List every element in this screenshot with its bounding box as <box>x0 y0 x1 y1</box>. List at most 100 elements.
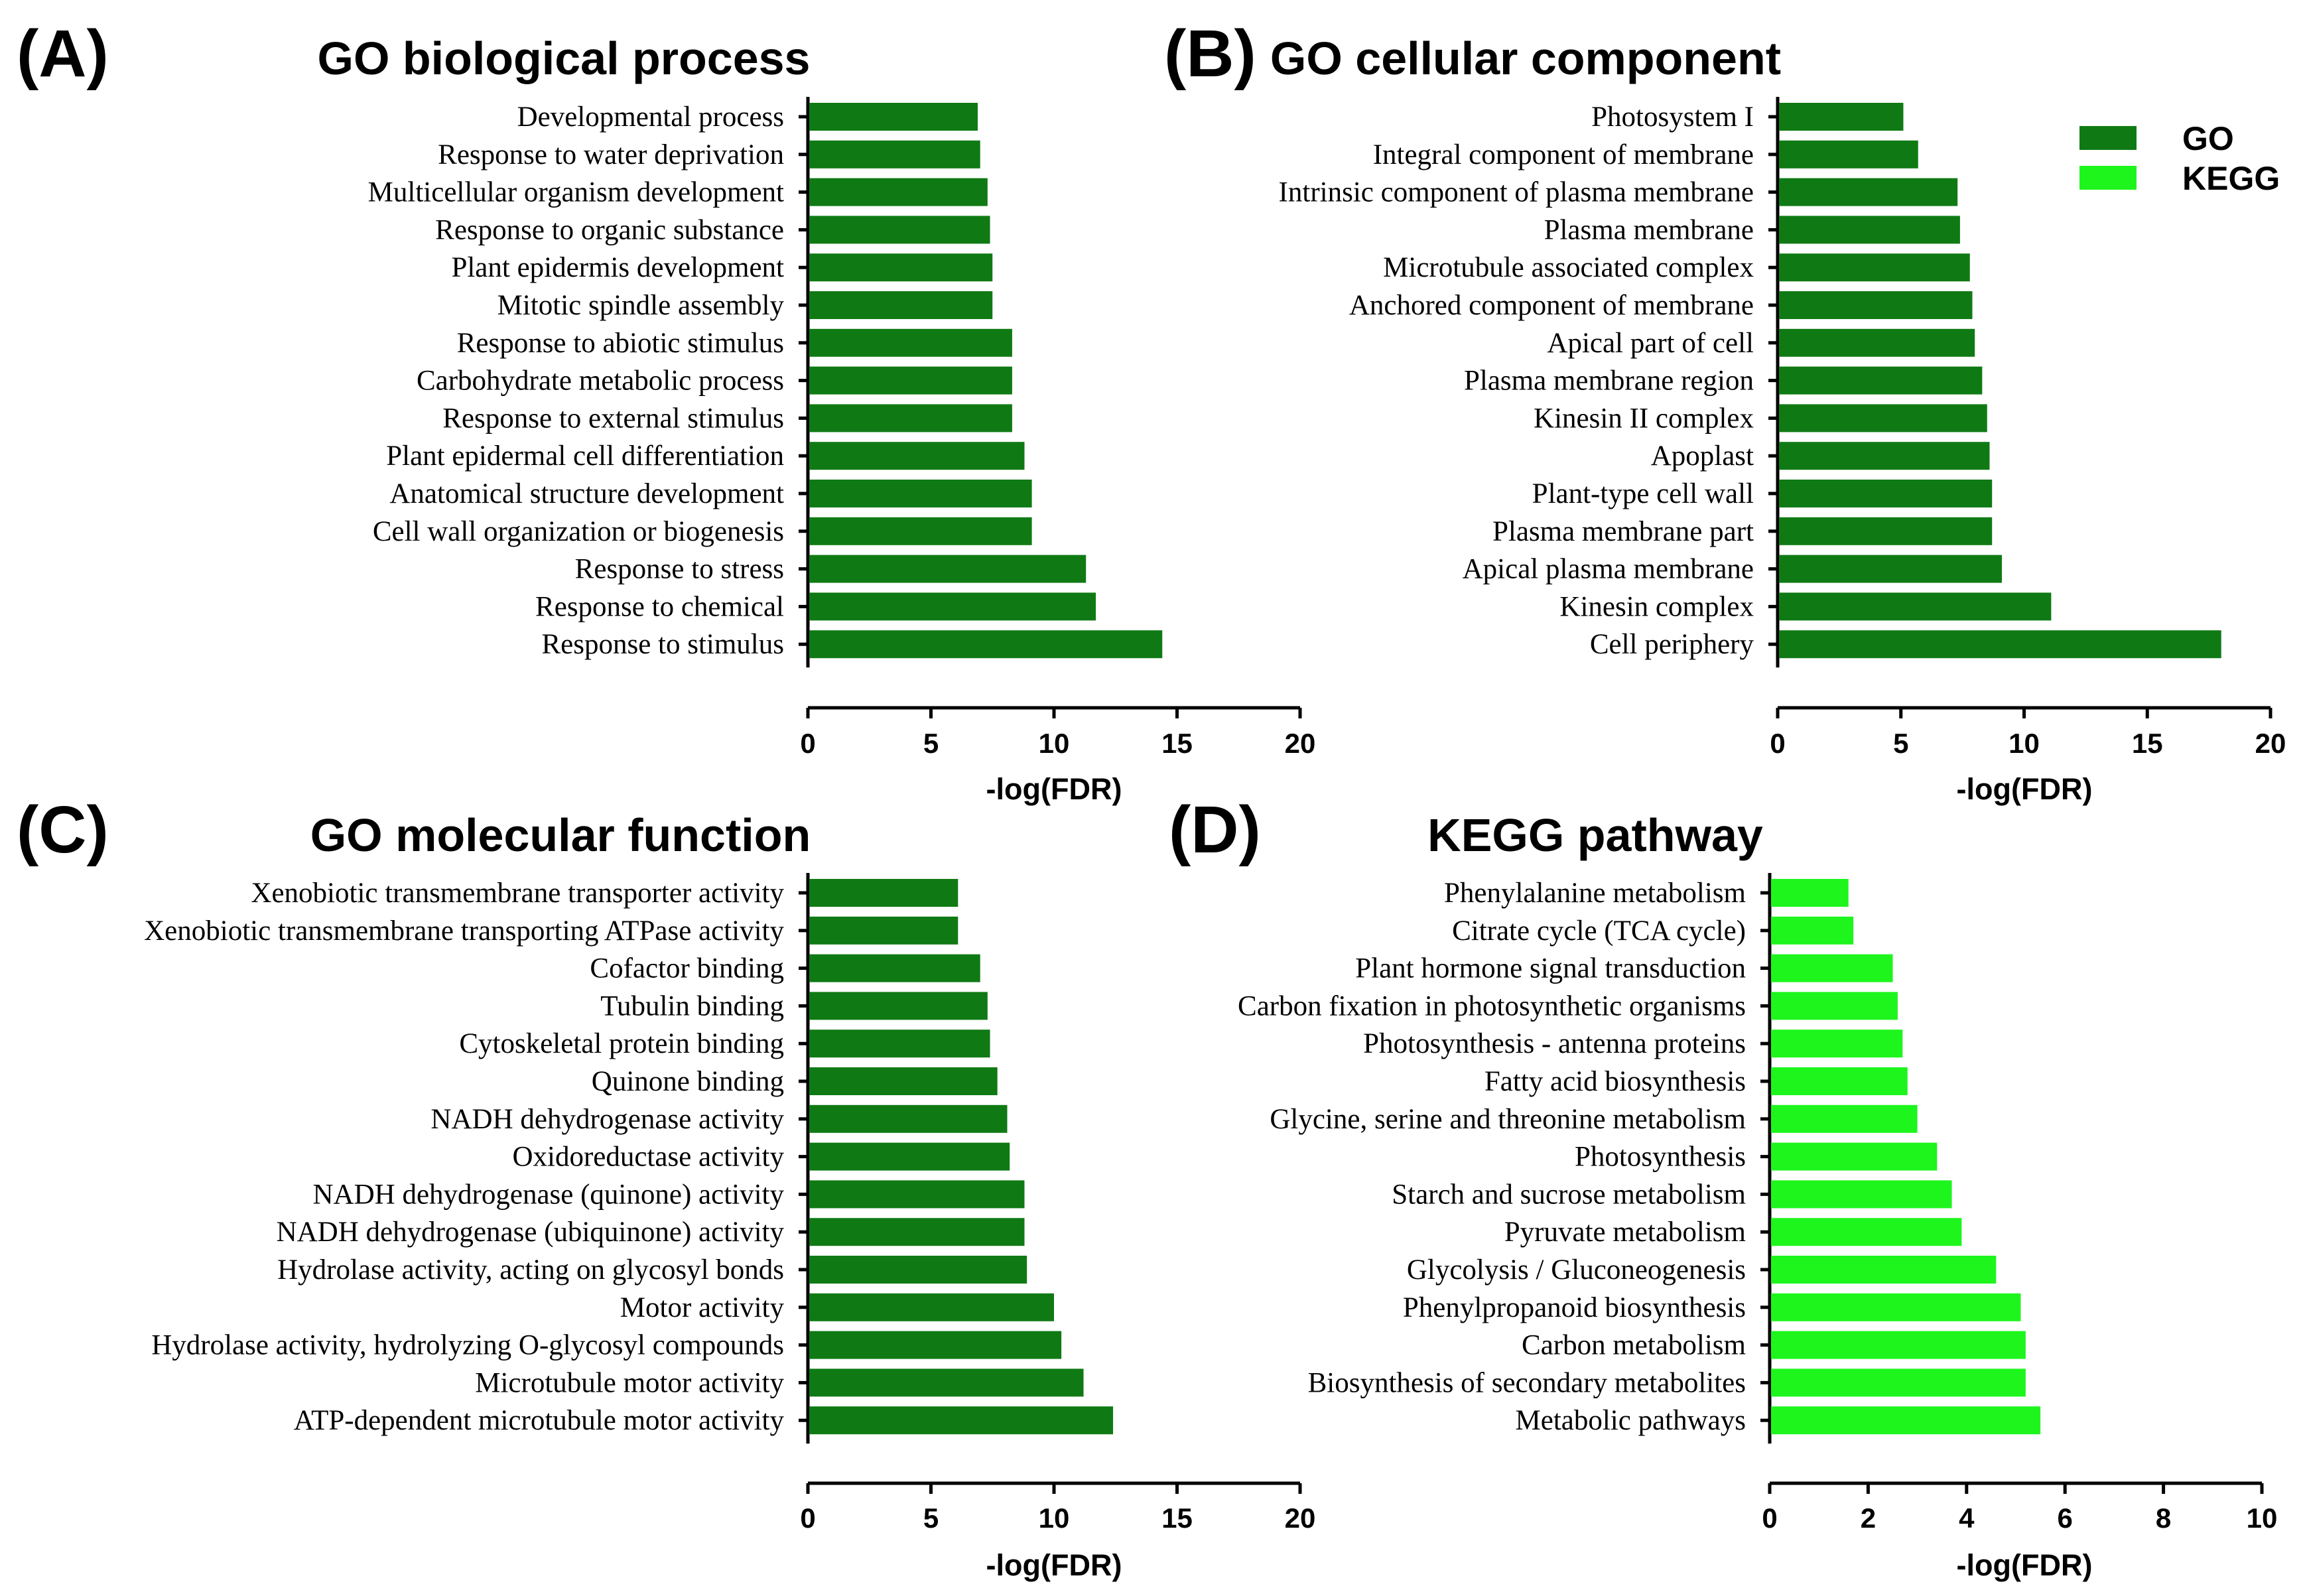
bar <box>809 879 958 907</box>
x-tick-label: 10 <box>1039 728 1070 759</box>
x-tick-label: 2 <box>1861 1502 1876 1534</box>
x-tick-label: 8 <box>2156 1502 2171 1534</box>
x-tick-label: 10 <box>2009 728 2040 759</box>
x-tick-label: 0 <box>800 728 815 759</box>
legend-label: KEGG <box>2182 160 2280 197</box>
category-label: Metabolic pathways <box>1516 1405 1746 1436</box>
bar <box>809 1368 1084 1397</box>
bar <box>1771 1406 2041 1435</box>
bar <box>809 404 1012 432</box>
bar <box>809 253 993 282</box>
category-label: Integral component of membrane <box>1373 139 1754 170</box>
category-label: Response to water deprivation <box>438 139 784 170</box>
x-tick-label: 10 <box>2247 1502 2278 1534</box>
category-label: Response to organic substance <box>435 214 784 245</box>
category-label: Photosynthesis - antenna proteins <box>1363 1028 1746 1059</box>
x-tick-label: 5 <box>923 728 939 759</box>
bar <box>809 555 1087 583</box>
x-axis-title: -log(FDR) <box>986 772 1122 806</box>
bar <box>809 1256 1027 1284</box>
bar <box>1779 442 1990 470</box>
category-label: Kinesin complex <box>1559 591 1754 622</box>
category-label: Phenylalanine metabolism <box>1444 878 1746 909</box>
bar <box>1779 366 1983 395</box>
bar <box>1779 140 1918 168</box>
bar <box>809 178 988 206</box>
x-tick-label: 15 <box>1161 1502 1193 1534</box>
legend-swatch <box>2079 166 2137 190</box>
bar <box>809 1218 1025 1246</box>
bar <box>809 1142 1010 1171</box>
category-label: Quinone binding <box>592 1066 784 1097</box>
category-label: Response to external stimulus <box>442 403 784 434</box>
category-label: Response to chemical <box>535 591 784 622</box>
x-tick-label: 5 <box>923 1502 939 1534</box>
bar <box>809 103 978 131</box>
bar <box>1779 592 2052 621</box>
category-label: Glycine, serine and threonine metabolism <box>1270 1104 1746 1135</box>
category-label: NADH dehydrogenase (ubiquinone) activity <box>277 1217 785 1248</box>
bar <box>809 328 1012 357</box>
category-label: Plasma membrane part <box>1492 516 1754 547</box>
panel-letter: (C) <box>17 793 109 867</box>
category-label: Citrate cycle (TCA cycle) <box>1452 915 1746 947</box>
category-label: Carbohydrate metabolic process <box>417 366 784 397</box>
category-label: Cytoskeletal protein binding <box>459 1028 784 1059</box>
category-label: NADH dehydrogenase (quinone) activity <box>313 1179 785 1210</box>
category-label: Carbon fixation in photosynthetic organi… <box>1238 990 1746 1022</box>
category-label: Photosystem I <box>1591 101 1754 133</box>
category-label: Microtubule associated complex <box>1383 252 1754 283</box>
bar <box>1779 517 1993 545</box>
category-label: Response to stress <box>575 554 784 585</box>
bar <box>809 1331 1062 1359</box>
category-label: Plant epidermal cell differentiation <box>386 440 784 472</box>
category-label: Phenylpropanoid biosynthesis <box>1403 1292 1746 1323</box>
bar <box>1771 1104 1918 1133</box>
bar <box>1779 178 1958 206</box>
legend-swatch <box>2079 126 2137 150</box>
category-label: Motor activity <box>620 1292 785 1323</box>
bar <box>809 1180 1025 1209</box>
x-tick-label: 10 <box>1039 1502 1070 1534</box>
bar <box>809 954 980 982</box>
category-label: Glycolysis / Gluconeogenesis <box>1407 1254 1746 1286</box>
category-label: Developmental process <box>517 101 784 133</box>
x-axis-title: -log(FDR) <box>1957 772 2093 806</box>
category-label: Cell periphery <box>1590 629 1754 660</box>
panel-letter: (A) <box>17 17 109 91</box>
category-label: Plant epidermis development <box>451 252 784 283</box>
category-label: Cell wall organization or biogenesis <box>373 516 784 547</box>
x-axis-title: -log(FDR) <box>986 1548 1122 1582</box>
category-label: Mitotic spindle assembly <box>497 290 785 321</box>
x-tick-label: 15 <box>1161 728 1193 759</box>
bar <box>809 366 1012 395</box>
category-label: Plasma membrane region <box>1464 366 1754 397</box>
x-axis-title: -log(FDR) <box>1957 1548 2093 1582</box>
category-label: Starch and sucrose metabolism <box>1392 1179 1746 1210</box>
bar <box>1779 630 2221 659</box>
category-label: Plant-type cell wall <box>1532 478 1754 509</box>
x-tick-label: 15 <box>2132 728 2163 759</box>
category-label: Anatomical structure development <box>389 478 784 509</box>
category-label: Intrinsic component of plasma membrane <box>1279 177 1754 208</box>
x-tick-label: 0 <box>1770 728 1785 759</box>
category-label: Xenobiotic transmembrane transporting AT… <box>144 915 784 947</box>
category-label: Cofactor binding <box>590 953 784 984</box>
bar <box>809 1030 990 1058</box>
category-label: Microtubule motor activity <box>475 1367 784 1398</box>
bar <box>809 480 1032 507</box>
category-label: Apical part of cell <box>1547 328 1754 359</box>
bar <box>1779 404 1987 432</box>
category-label: Hydrolase activity, acting on glycosyl b… <box>277 1254 784 1286</box>
bar <box>1779 216 1960 244</box>
category-label: Apical plasma membrane <box>1463 554 1754 585</box>
chart-title: GO molecular function <box>310 809 811 861</box>
category-label: NADH dehydrogenase activity <box>430 1104 784 1135</box>
chart-panel-b: (B) GO cellular component Photosystem I Int… <box>1164 17 2286 806</box>
category-label: ATP-dependent microtubule motor activity <box>294 1405 785 1436</box>
bar <box>1771 916 1854 945</box>
category-label: Carbon metabolism <box>1522 1330 1746 1361</box>
bar <box>809 1406 1114 1435</box>
